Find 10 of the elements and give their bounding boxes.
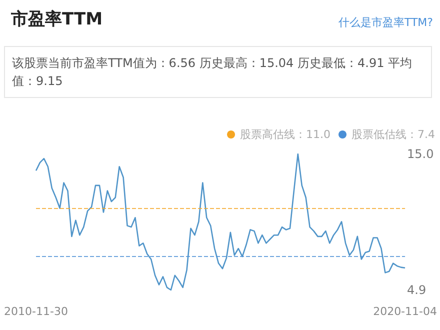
line-series xyxy=(35,153,406,291)
y-tick-label: 15.0 xyxy=(407,147,434,161)
legend-label: 股票低估线：7.4 xyxy=(352,128,436,141)
y-tick-label: 4.9 xyxy=(407,283,426,297)
legend-label: 股票高估线：11.0 xyxy=(240,128,331,141)
chart-title: 市盈率TTM xyxy=(10,10,102,30)
x-tick-label: 2010-11-30 xyxy=(4,305,68,318)
x-tick-label: 2020-11-04 xyxy=(373,305,438,318)
chart-subtitle: 该股票当前市盈率TTM值为：6.56 历史最高：15.04 历史最低：4.91 平均值：9.15 xyxy=(12,56,412,88)
text: 什么是市盈率TTM? xyxy=(338,16,434,29)
